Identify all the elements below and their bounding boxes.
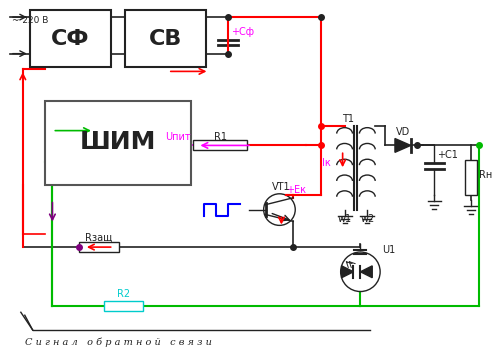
Text: U1: U1 (382, 245, 395, 255)
Text: Uпит: Uпит (165, 131, 191, 142)
Bar (104, 302, 143, 311)
Text: w2: w2 (360, 214, 374, 225)
Bar (79, 242, 119, 252)
Bar (125, 10, 207, 67)
Text: СВ: СВ (149, 29, 183, 49)
Polygon shape (360, 266, 372, 278)
Polygon shape (395, 138, 411, 152)
Text: Iк: Iк (322, 158, 331, 168)
Text: T1: T1 (342, 114, 354, 124)
Text: ~ 220 В: ~ 220 В (12, 16, 48, 25)
Bar (193, 141, 247, 150)
Bar (44, 101, 191, 185)
Text: w1: w1 (337, 214, 352, 225)
Text: +Eк: +Eк (286, 185, 306, 195)
Text: R2: R2 (117, 289, 130, 299)
Text: Rн: Rн (479, 170, 492, 180)
Text: СФ: СФ (51, 29, 89, 49)
Text: С и г н а л   о б р а т н о й   с в я з и: С и г н а л о б р а т н о й с в я з и (25, 337, 212, 347)
Text: +Сф: +Сф (231, 27, 254, 37)
Polygon shape (342, 266, 353, 278)
Bar (465, 160, 477, 195)
Bar (30, 10, 111, 67)
Text: VT1: VT1 (272, 182, 291, 192)
Text: R1: R1 (214, 131, 227, 142)
Text: +C1: +C1 (438, 150, 458, 160)
Text: Rзащ: Rзащ (85, 232, 112, 242)
Text: VD: VD (396, 127, 410, 137)
Text: ШИМ: ШИМ (79, 130, 156, 155)
